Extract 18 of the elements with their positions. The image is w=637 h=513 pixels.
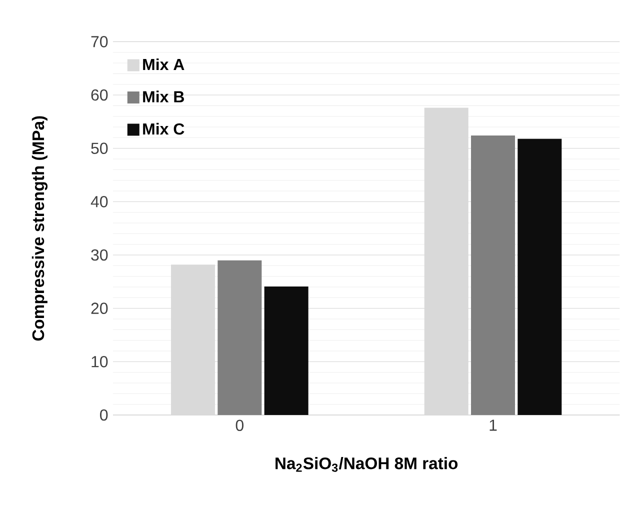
x-tick-label: 1 xyxy=(490,420,497,431)
y-tick-label: 70 xyxy=(91,36,108,48)
legend-label: Mix B xyxy=(143,90,184,102)
x-axis-title: Na$_{2}$SiO$_{3}$/NaOH 8M ratio xyxy=(276,457,458,472)
y-tick-label: 20 xyxy=(91,302,108,314)
bar xyxy=(264,286,308,415)
y-tick-label: 0 xyxy=(100,409,108,421)
y-tick-label: 10 xyxy=(92,356,108,368)
bar xyxy=(218,260,262,415)
bar xyxy=(518,138,562,415)
legend-label: Mix C xyxy=(143,122,184,135)
y-tick-label: 40 xyxy=(90,196,108,208)
legend-label: Mix A xyxy=(143,58,184,70)
bar xyxy=(471,136,516,415)
y-tick-label: 50 xyxy=(91,142,108,154)
y-tick-label: 30 xyxy=(91,249,108,261)
y-axis-title: Compressive strength (MPa) xyxy=(32,116,48,341)
y-tick-label: 60 xyxy=(91,89,108,101)
